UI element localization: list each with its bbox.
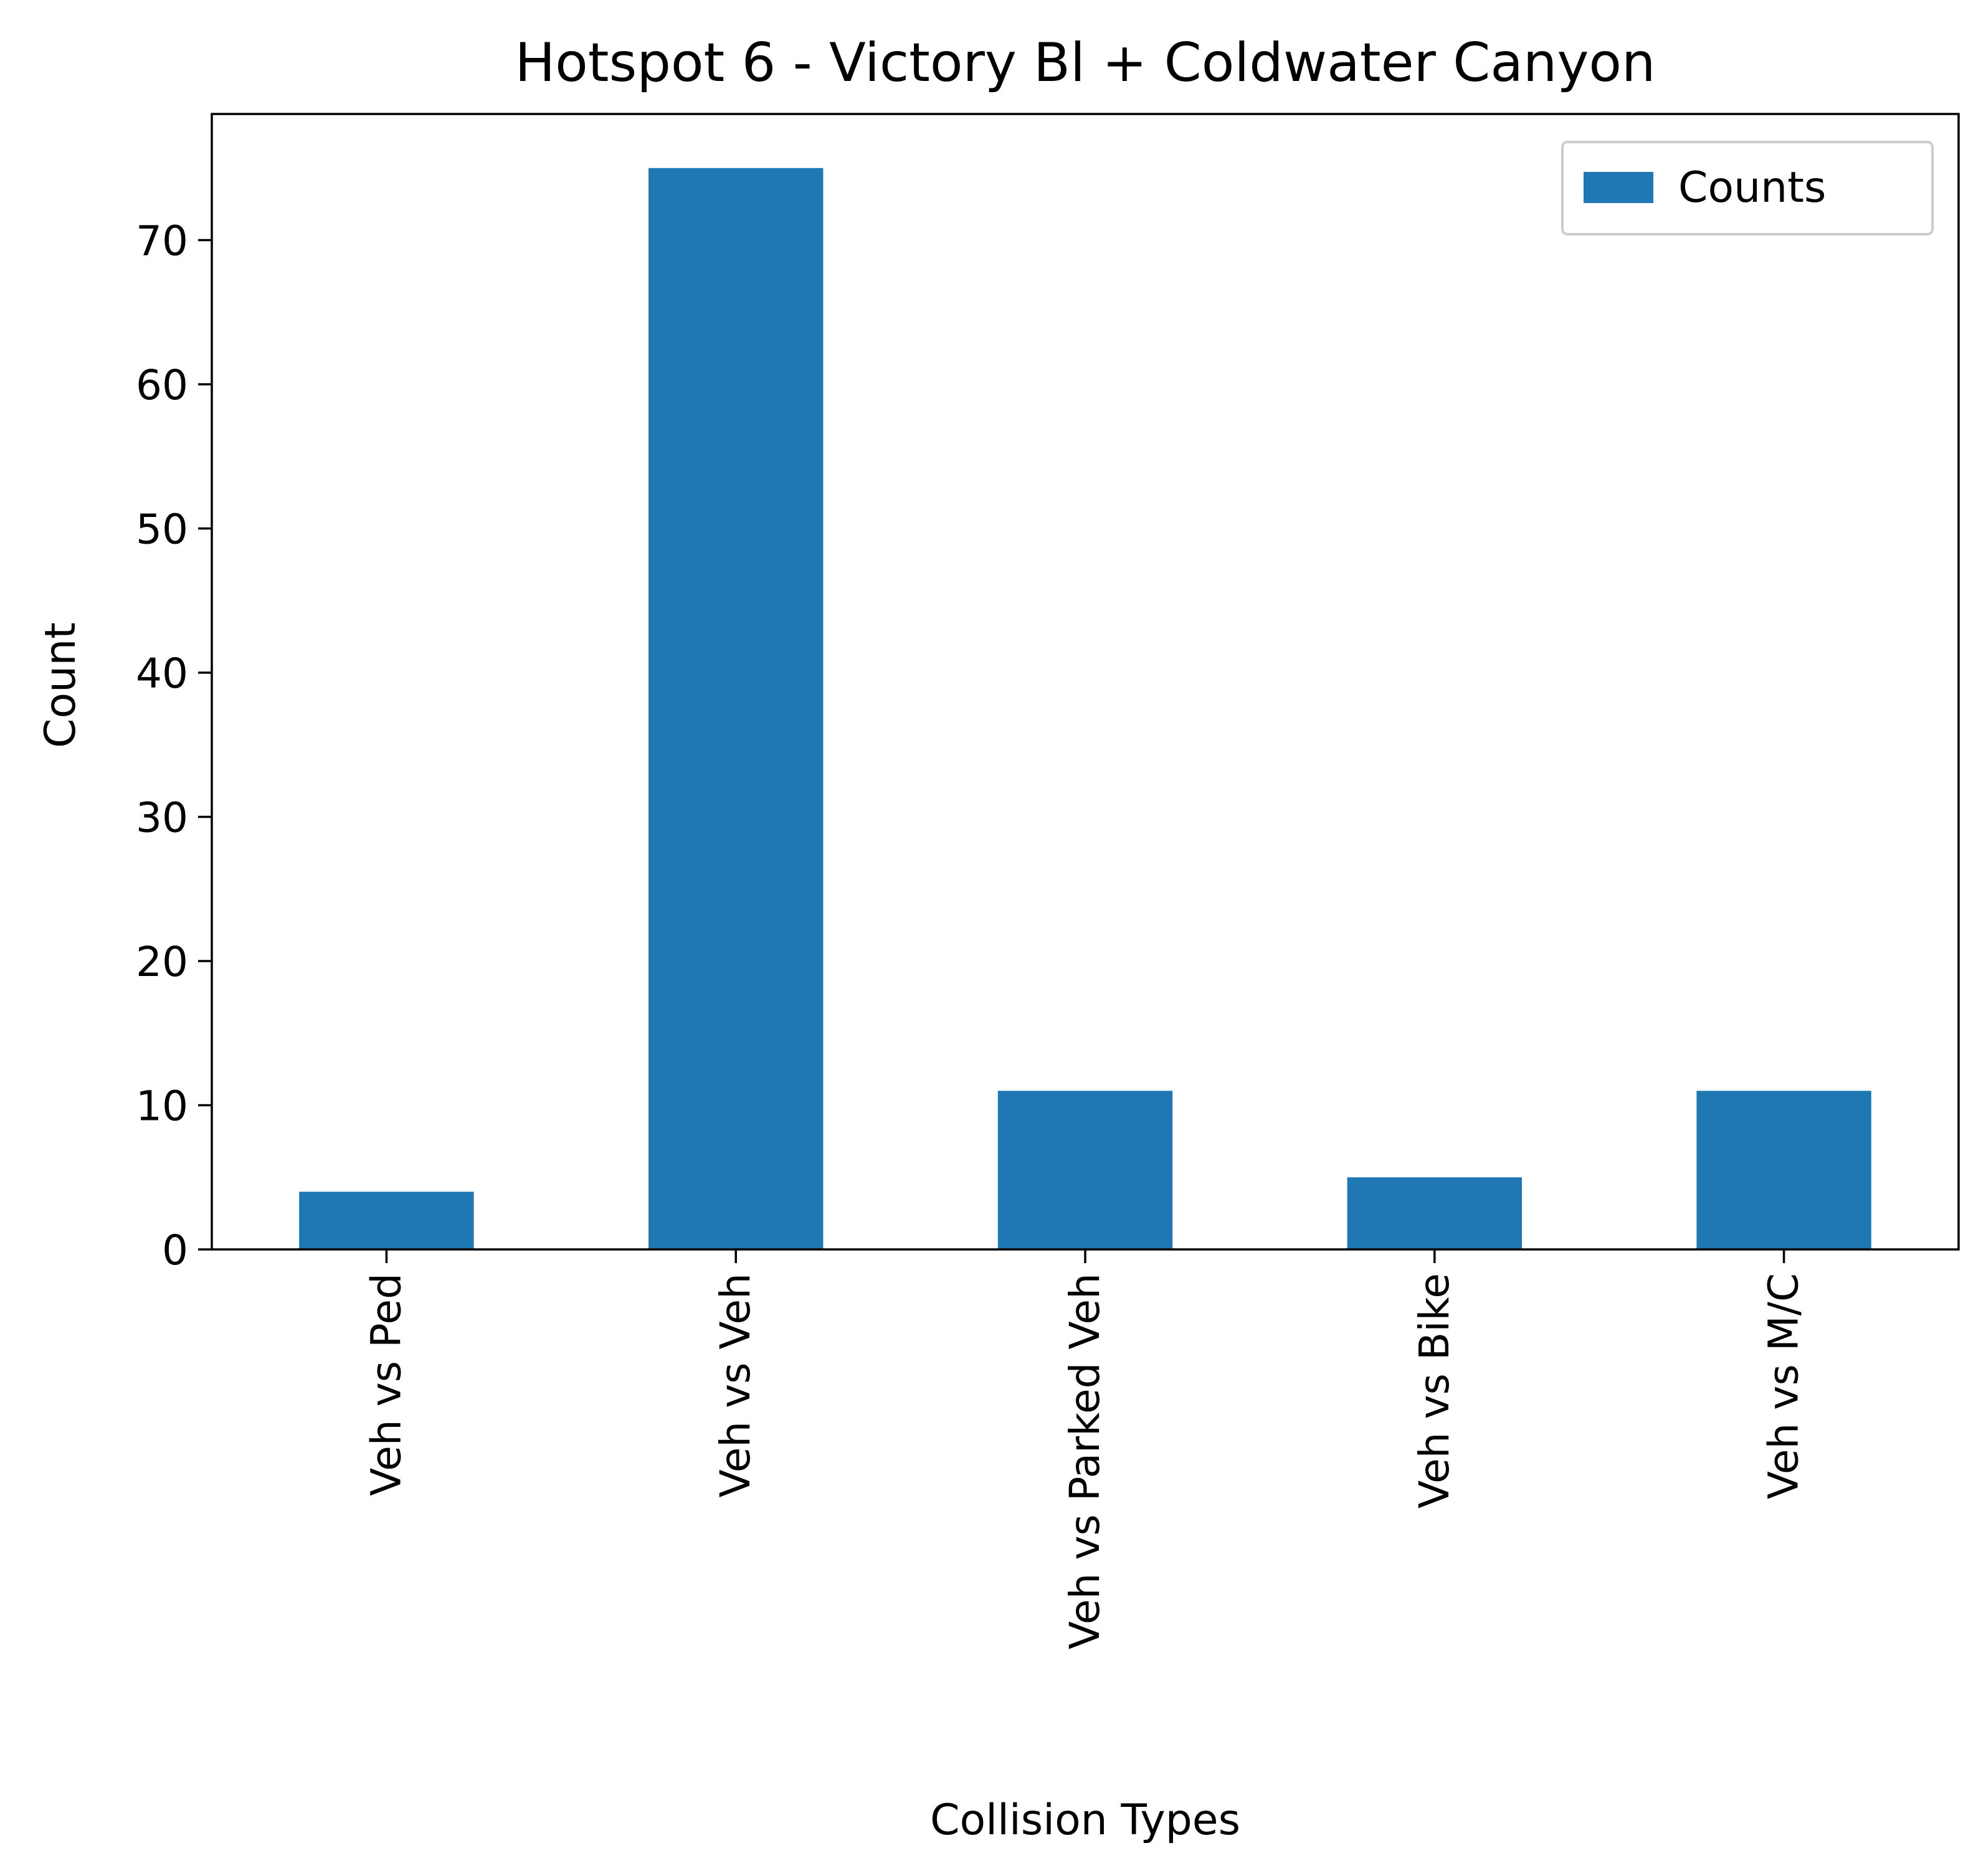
legend-swatch xyxy=(1584,172,1653,203)
x-axis-label: Collision Types xyxy=(930,1796,1240,1845)
y-tick-label: 40 xyxy=(136,650,188,698)
legend-label: Counts xyxy=(1678,163,1826,212)
y-tick-label: 0 xyxy=(162,1226,188,1274)
y-axis-label: Count xyxy=(36,622,85,748)
y-tick-label: 10 xyxy=(136,1082,188,1130)
bar-veh-vs-parked-veh xyxy=(997,1091,1173,1249)
plot-area: 0 10 20 30 40 50 60 70 Veh vs Ped Veh vs Veh Veh v… xyxy=(136,113,1960,1649)
bar-veh-vs-ped xyxy=(299,1191,474,1249)
x-tick-label: Veh vs Veh xyxy=(711,1273,759,1497)
legend-box xyxy=(1561,141,1934,235)
y-tick-label: 30 xyxy=(136,794,188,842)
y-tick-label: 60 xyxy=(136,361,188,409)
bar-veh-vs-bike xyxy=(1347,1177,1522,1249)
legend: Counts xyxy=(1561,141,1934,235)
bar-veh-vs-m-c xyxy=(1696,1091,1871,1249)
x-tick-label: Veh vs Bike xyxy=(1410,1273,1458,1509)
x-tick-label: Veh vs M/C xyxy=(1760,1273,1808,1499)
x-tick-label: Veh vs Ped xyxy=(362,1273,410,1496)
y-tick-label: 20 xyxy=(136,938,188,986)
bar-veh-vs-veh xyxy=(649,168,824,1249)
chart-title: Hotspot 6 - Victory Bl + Coldwater Canyo… xyxy=(515,32,1656,94)
y-tick-label: 70 xyxy=(136,217,188,265)
x-tick-label: Veh vs Parked Veh xyxy=(1061,1273,1109,1649)
y-tick-label: 50 xyxy=(136,506,188,554)
